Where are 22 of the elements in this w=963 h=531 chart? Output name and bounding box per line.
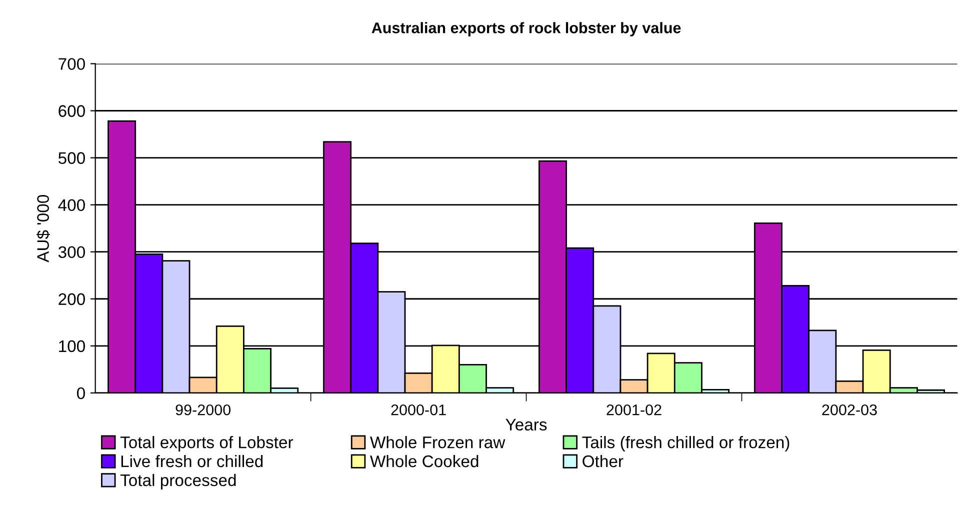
- x-tick-label: 2002-03: [822, 404, 877, 416]
- legend-label: Whole Cooked: [370, 454, 478, 468]
- y-tick-label: 100: [59, 340, 85, 352]
- x-tick-label: 2000-01: [391, 404, 446, 416]
- y-tick-label: 300: [58, 246, 85, 258]
- y-tick-label: 0: [77, 387, 85, 400]
- y-tick-label: 700: [58, 58, 85, 70]
- x-axis-title: Years: [506, 418, 547, 431]
- legend-label: Tails (fresh chilled or frozen): [582, 436, 790, 452]
- legend-label: Whole Frozen raw: [370, 436, 506, 448]
- legend-label: Live fresh or chilled: [121, 454, 263, 468]
- x-tick-label: 99-2000: [176, 404, 231, 416]
- y-tick-label: 600: [58, 105, 85, 117]
- legend-label: Other: [582, 454, 624, 468]
- y-tick-label: 500: [58, 152, 85, 164]
- y-tick-label: 200: [58, 293, 85, 306]
- chart-title: Australian exports of rock lobster by value: [372, 22, 681, 36]
- y-axis-title: AU$ '000: [36, 194, 50, 262]
- x-tick-label: 2001-02: [606, 404, 662, 416]
- legend-label: Total exports of Lobster: [120, 436, 294, 452]
- y-tick-label: 400: [58, 199, 85, 212]
- legend-label: Total processed: [120, 474, 236, 490]
